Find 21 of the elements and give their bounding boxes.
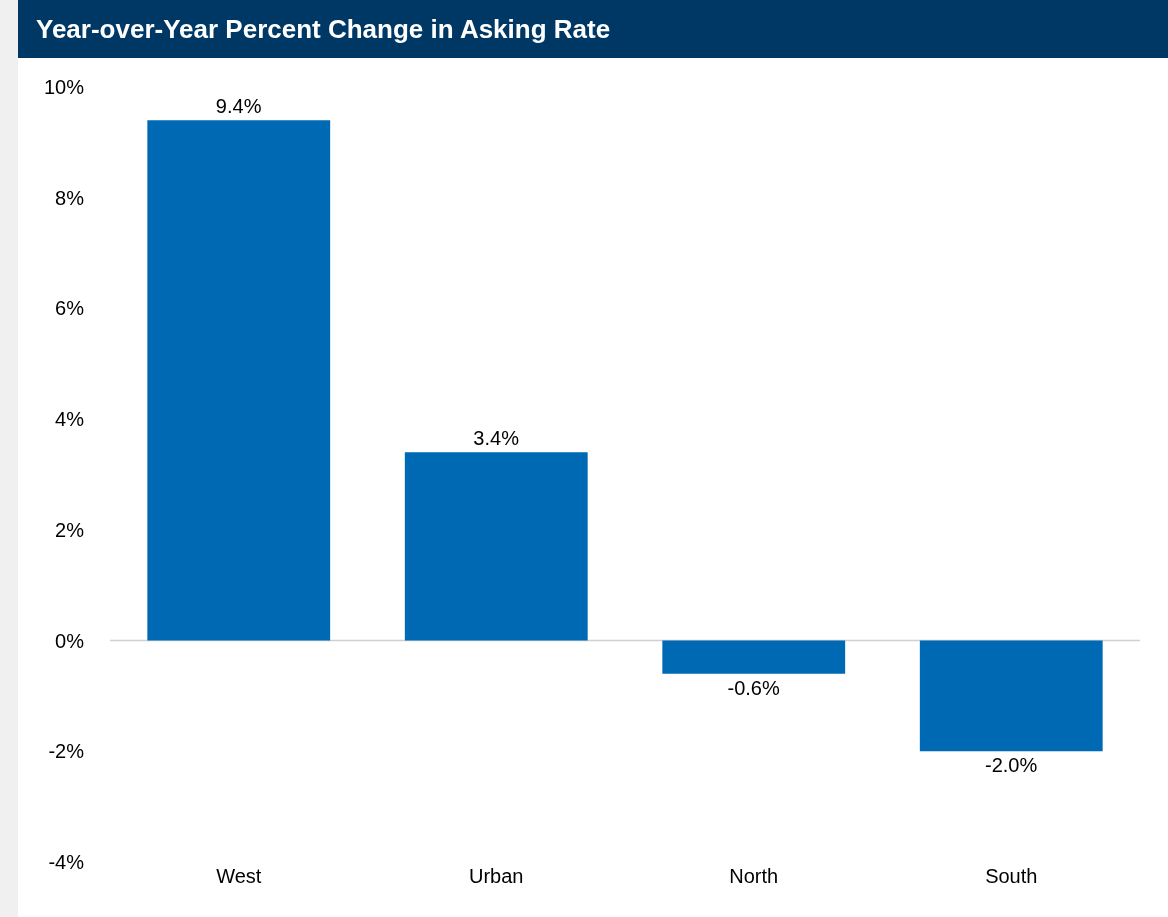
data-label: 3.4% (473, 427, 520, 450)
chart-title: Year-over-Year Percent Change in Asking Rate (18, 0, 1168, 58)
y-tick-label: 8% (55, 186, 85, 209)
y-tick-label: 10% (43, 76, 85, 98)
y-tick-label: -2% (48, 740, 85, 763)
y-tick-label: 2% (55, 518, 85, 541)
x-tick-label: South (985, 865, 1038, 887)
bar (404, 452, 588, 641)
y-tick-label: 4% (55, 408, 85, 431)
bar (147, 120, 331, 641)
data-label: -0.6% (727, 676, 780, 699)
data-label: 9.4% (215, 95, 262, 118)
x-tick-label: North (729, 865, 779, 887)
x-tick-label: West (216, 865, 262, 887)
bar (919, 640, 1103, 752)
x-tick-label: Urban (469, 865, 524, 887)
data-label: -2.0% (985, 754, 1038, 777)
y-tick-label: -4% (48, 851, 85, 873)
y-tick-label: 0% (55, 629, 85, 652)
bar (662, 640, 846, 674)
y-tick-label: 6% (55, 297, 85, 320)
